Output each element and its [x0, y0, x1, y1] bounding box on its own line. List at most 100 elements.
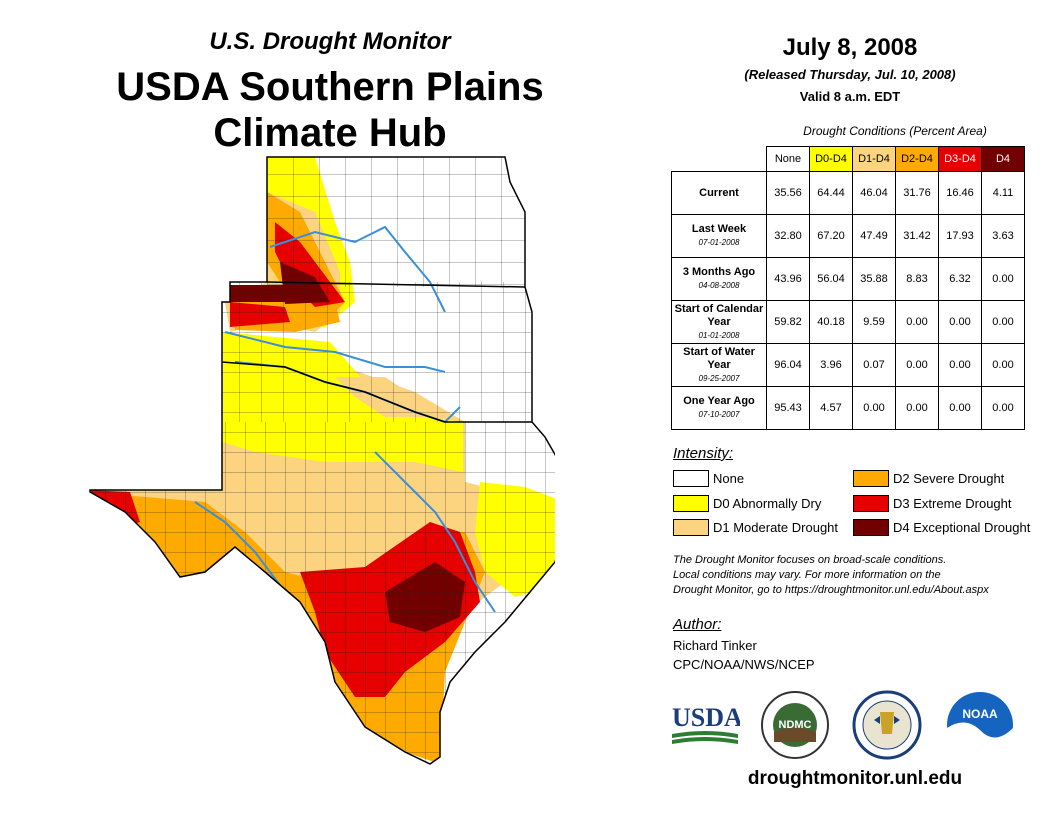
table-cell: 4.11	[981, 171, 1025, 215]
drought-conditions-table: None D0-D4 D1-D4 D2-D4 D3-D4 D4 Current …	[671, 146, 1025, 430]
website-url[interactable]: droughtmonitor.unl.edu	[747, 768, 963, 789]
legend-title: Intensity:	[673, 445, 734, 462]
legend-swatch	[673, 519, 709, 536]
table-cell: 96.04	[766, 343, 810, 387]
legend-swatch	[673, 495, 709, 512]
legend-item-none: None	[673, 470, 744, 487]
table-cell: 0.00	[938, 386, 982, 430]
legend-swatch	[853, 495, 889, 512]
legend-label: D2 Severe Drought	[893, 471, 1005, 486]
legend-item-d0: D0 Abnormally Dry	[673, 495, 821, 512]
row-label: Current	[671, 171, 767, 215]
table-cell: 56.04	[809, 257, 853, 301]
usda-logo: USDA	[672, 703, 740, 744]
map-date: July 8, 2008	[782, 34, 918, 61]
col-d1-d4: D1-D4	[852, 146, 896, 172]
ndmc-logo: NDMC	[761, 691, 829, 759]
table-cell: 9.59	[852, 300, 896, 344]
brazos-river	[374, 451, 496, 613]
legend-label: D3 Extreme Drought	[893, 496, 1012, 511]
legend-item-d1: D1 Moderate Drought	[673, 519, 838, 536]
author-label: Author:	[673, 616, 722, 633]
commerce-seal-logo	[852, 690, 922, 760]
svg-text:NDMC: NDMC	[779, 719, 812, 731]
table-row: Start of Water Year 09-25-2007 96.04 3.96…	[671, 343, 1025, 387]
table-cell: 0.00	[981, 300, 1025, 344]
table-cell: 64.44	[809, 171, 853, 215]
valid-time: Valid 8 a.m. EDT	[799, 89, 901, 104]
table-cell: 3.63	[981, 214, 1025, 258]
release-date: (Released Thursday, Jul. 10, 2008)	[744, 67, 956, 82]
author-name: Richard Tinker	[673, 638, 757, 653]
table-cell: 31.76	[895, 171, 939, 215]
col-none: None	[766, 146, 810, 172]
author-org: CPC/NOAA/NWS/NCEP	[673, 657, 815, 672]
legend-label: D0 Abnormally Dry	[713, 496, 822, 511]
table-cell: 47.49	[852, 214, 896, 258]
table-cell: 6.32	[938, 257, 982, 301]
table-cell: 35.56	[766, 171, 810, 215]
row-label: One Year Ago 07-10-2007	[671, 386, 767, 430]
canadian-river	[224, 331, 446, 373]
drought-map	[89, 156, 555, 765]
legend-label: D1 Moderate Drought	[713, 520, 839, 535]
table-cell: 0.00	[981, 257, 1025, 301]
legend-swatch	[853, 470, 889, 487]
map-subtitle: U.S. Drought Monitor	[209, 28, 451, 55]
legend-swatch	[673, 470, 709, 487]
table-corner	[671, 146, 767, 172]
table-cell: 59.82	[766, 300, 810, 344]
table-cell: 40.18	[809, 300, 853, 344]
row-label: Last Week 07-01-2008	[671, 214, 767, 258]
table-row: Current 35.56 64.44 46.04 31.76 16.46 4.…	[671, 171, 1025, 215]
col-d3-d4: D3-D4	[938, 146, 982, 172]
disclaimer-note: The Drought Monitor focuses on broad-sca…	[673, 553, 1043, 598]
row-label: Start of Water Year 09-25-2007	[671, 343, 767, 387]
arkansas-river	[269, 225, 446, 313]
row-label: 3 Months Ago 04-08-2008	[671, 257, 767, 301]
table-cell: 0.00	[895, 300, 939, 344]
title-line-1: USDA Southern Plains	[116, 65, 544, 109]
table-cell: 32.80	[766, 214, 810, 258]
legend-item-d4: D4 Exceptional Drought	[853, 519, 1030, 536]
table-cell: 0.07	[852, 343, 896, 387]
map-title: USDA Southern Plains Climate Hub	[60, 64, 600, 156]
legend-item-d3: D3 Extreme Drought	[853, 495, 1012, 512]
col-d4: D4	[981, 146, 1025, 172]
ok-tx-border	[221, 361, 532, 423]
table-cell: 0.00	[981, 386, 1025, 430]
table-cell: 43.96	[766, 257, 810, 301]
table-cell: 31.42	[895, 214, 939, 258]
table-row: One Year Ago 07-10-2007 95.43 4.57 0.00 0…	[671, 386, 1025, 430]
table-cell: 0.00	[895, 386, 939, 430]
col-d2-d4: D2-D4	[895, 146, 939, 172]
legend-label: None	[713, 471, 745, 486]
table-cell: 3.96	[809, 343, 853, 387]
table-cell: 0.00	[938, 343, 982, 387]
table-row: Start of Calendar Year 01-01-2008 59.82 4…	[671, 300, 1025, 344]
table-header-row: None D0-D4 D1-D4 D2-D4 D3-D4 D4	[671, 146, 1025, 172]
note-line: Local conditions may vary. For more info…	[673, 569, 941, 581]
table-row: Last Week 07-01-2008 32.80 67.20 47.49 31…	[671, 214, 1025, 258]
table-cell: 4.57	[809, 386, 853, 430]
noaa-logo: NOAA	[947, 692, 1013, 760]
table-cell: 8.83	[895, 257, 939, 301]
svg-text:NOAA: NOAA	[962, 707, 998, 721]
table-cell: 0.00	[981, 343, 1025, 387]
svg-text:USDA: USDA	[672, 703, 740, 732]
note-line: The Drought Monitor focuses on broad-sca…	[673, 554, 947, 566]
title-line-2: Climate Hub	[213, 111, 447, 155]
table-cell: 0.00	[895, 343, 939, 387]
col-d0-d4: D0-D4	[809, 146, 853, 172]
legend-swatch	[853, 519, 889, 536]
table-cell: 67.20	[809, 214, 853, 258]
row-label: Start of Calendar Year 01-01-2008	[671, 300, 767, 344]
table-caption: Drought Conditions (Percent Area)	[803, 124, 987, 138]
table-row: 3 Months Ago 04-08-2008 43.96 56.04 35.88…	[671, 257, 1025, 301]
oklahoma-counties	[222, 282, 555, 422]
table-cell: 0.00	[852, 386, 896, 430]
table-cell: 0.00	[938, 300, 982, 344]
legend-item-d2: D2 Severe Drought	[853, 470, 1004, 487]
table-cell: 17.93	[938, 214, 982, 258]
table-cell: 46.04	[852, 171, 896, 215]
